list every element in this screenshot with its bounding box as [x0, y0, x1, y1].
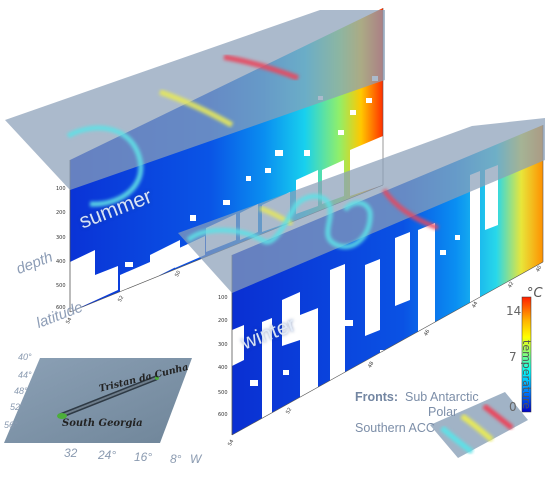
winter-depth-tick: 600	[218, 412, 228, 418]
colorbar-title: temperature	[520, 340, 533, 410]
map-lon-tick: W	[190, 452, 202, 466]
summer-depth-tick: 200	[56, 210, 66, 216]
tristan-da-cunha-marker	[155, 376, 159, 380]
map-lon-tick: 32	[64, 446, 78, 460]
summer-depth-tick: 100	[56, 186, 66, 192]
map-lon-tick: 8°	[170, 452, 182, 466]
colorbar-tick-mid: 7	[509, 350, 517, 364]
winter-depth-tick: 300	[218, 342, 228, 348]
summer-southern-acc-front	[66, 125, 144, 207]
summer-depth-tick: 300	[56, 235, 66, 241]
winter-depth-tick: 200	[218, 318, 228, 324]
winter-depth-tick: 100	[218, 295, 228, 301]
fronts-legend-swatch	[430, 392, 528, 458]
map-lat-tick: 48°	[14, 386, 28, 396]
temperature-colorbar	[521, 296, 532, 413]
fronts-title: Fronts:	[355, 390, 399, 404]
winter-data-gaps	[232, 165, 498, 424]
summer-depth-tick: 600	[56, 305, 66, 311]
summer-subantarctic-front	[223, 54, 299, 81]
map-lat-tick: 56°	[4, 420, 18, 430]
colorbar-tick-min: 0	[509, 400, 517, 414]
south-georgia-marker	[57, 413, 67, 419]
location-map	[4, 358, 192, 443]
summer-depth-tick: 400	[56, 259, 66, 265]
map-lat-tick: 52°	[10, 402, 24, 412]
front-label-southern-acc: Southern ACC	[355, 421, 435, 435]
map-lon-tick: 24°	[98, 448, 117, 462]
winter-polar-front	[259, 205, 294, 227]
winter-southern-acc-front	[186, 193, 373, 250]
colorbar-unit: °C	[527, 286, 543, 301]
winter-subantarctic-front	[381, 188, 439, 231]
front-label-polar: Polar	[428, 405, 458, 419]
winter-depth-tick: 400	[218, 365, 228, 371]
colorbar-tick-max: 14	[506, 304, 522, 318]
map-place-south-georgia: South Georgia	[62, 418, 143, 429]
map-lat-tick: 40°	[18, 352, 32, 362]
winter-depth-tick: 500	[218, 390, 228, 396]
map-lon-tick: 16°	[134, 450, 153, 464]
front-label-subantarctic: Sub Antarctic	[405, 390, 479, 404]
summer-depth-tick: 500	[56, 283, 66, 289]
summer-sea-surface	[5, 10, 385, 190]
winter-section	[178, 118, 545, 436]
map-lat-tick: 44°	[18, 370, 32, 380]
summer-polar-front	[159, 89, 234, 128]
